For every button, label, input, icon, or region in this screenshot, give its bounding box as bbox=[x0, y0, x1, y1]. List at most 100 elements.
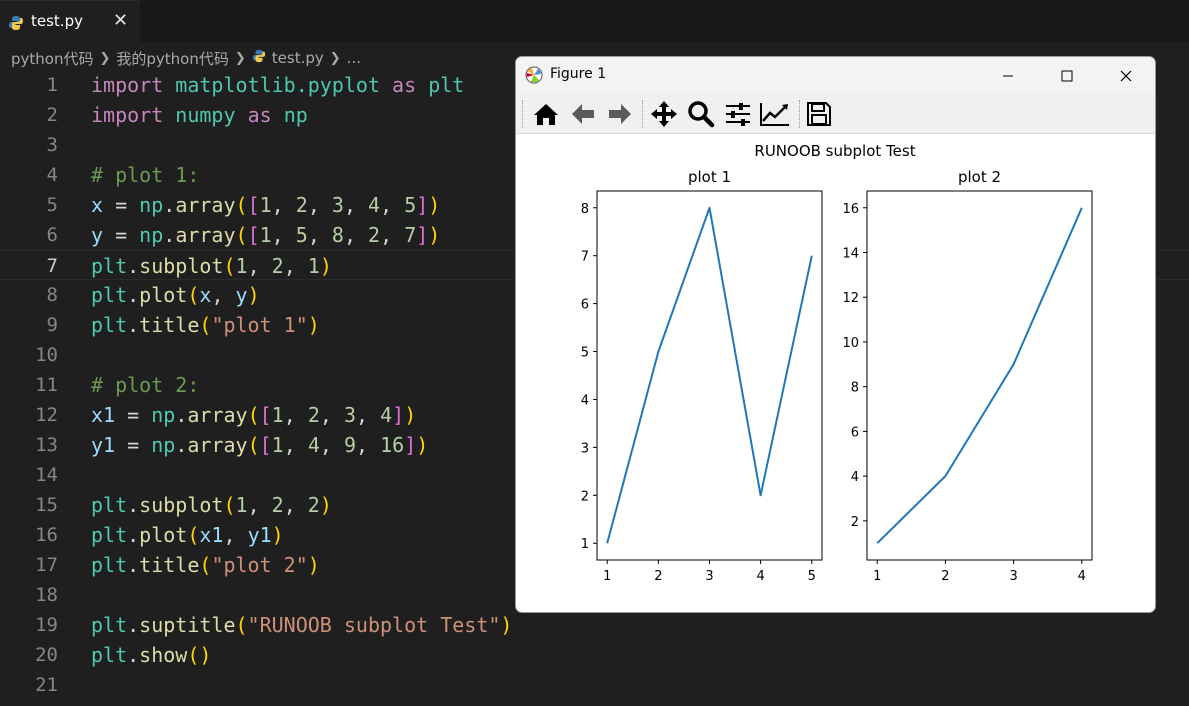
code-line[interactable]: 2 import numpy as np bbox=[0, 100, 1189, 130]
code-line[interactable]: 12 x1 = np.array([1, 2, 3, 4]) bbox=[0, 400, 1189, 430]
code-token: . bbox=[163, 193, 176, 217]
code-token bbox=[380, 73, 392, 97]
code-text[interactable]: # plot 1: bbox=[91, 160, 199, 190]
configure-subplots-button[interactable] bbox=[722, 99, 754, 129]
maximize-button[interactable] bbox=[1044, 57, 1090, 94]
code-token: 1 bbox=[235, 254, 248, 278]
code-text[interactable]: x = np.array([1, 2, 3, 4, 5]) bbox=[91, 190, 440, 220]
edit-axis-button[interactable] bbox=[759, 99, 791, 129]
pan-button[interactable] bbox=[648, 99, 680, 129]
figure-window: Figure 1 bbox=[515, 56, 1156, 613]
code-line[interactable]: 6 y = np.array([1, 5, 8, 2, 7]) bbox=[0, 220, 1189, 250]
code-line[interactable]: 15 plt.subplot(1, 2, 2) bbox=[0, 490, 1189, 520]
code-token: [ bbox=[247, 193, 260, 217]
code-line[interactable]: 14 bbox=[0, 460, 1189, 490]
code-token: x bbox=[199, 283, 212, 307]
code-token: 1 bbox=[271, 403, 284, 427]
code-line[interactable]: 21 bbox=[0, 670, 1189, 700]
zoom-button[interactable] bbox=[685, 99, 717, 129]
code-token: , bbox=[319, 433, 344, 457]
code-token: matplotlib.pyplot bbox=[175, 73, 380, 97]
tab-test-py[interactable]: test.py ✕ bbox=[0, 0, 140, 42]
code-token: ) bbox=[500, 613, 513, 637]
code-token: ] bbox=[404, 433, 417, 457]
code-token: , bbox=[283, 403, 308, 427]
home-button[interactable] bbox=[530, 99, 562, 129]
y-tick-label: 14 bbox=[842, 247, 859, 262]
code-text[interactable]: y = np.array([1, 5, 8, 2, 7]) bbox=[91, 220, 440, 250]
code-text[interactable]: plt.title("plot 2") bbox=[91, 550, 320, 580]
code-token: 1 bbox=[259, 193, 272, 217]
code-token: "RUNOOB subplot Test" bbox=[247, 613, 501, 637]
close-button[interactable] bbox=[1103, 57, 1149, 94]
code-line[interactable]: 4 # plot 1: bbox=[0, 160, 1189, 190]
code-token: , bbox=[247, 493, 272, 517]
code-line[interactable]: 11 # plot 2: bbox=[0, 370, 1189, 400]
x-tick-label: 2 bbox=[941, 569, 949, 584]
code-token: np bbox=[151, 433, 176, 457]
figure-canvas[interactable]: RUNOOB subplot Test plot 1 1 2 3 4 5 1 2 3 4 5 6 7 8 pl… bbox=[516, 134, 1155, 612]
x-tick-label: 3 bbox=[1009, 569, 1017, 584]
code-token: plt bbox=[91, 523, 128, 547]
code-line[interactable]: 20 plt.show() bbox=[0, 640, 1189, 670]
code-text[interactable]: plt.suptitle("RUNOOB subplot Test") bbox=[91, 610, 512, 640]
code-line[interactable]: 3 bbox=[0, 130, 1189, 160]
code-token: [ bbox=[247, 223, 260, 247]
x-tick-label: 5 bbox=[808, 569, 816, 584]
breadcrumb-folder-my-python[interactable]: 我的python代码 bbox=[116, 49, 229, 68]
code-line[interactable]: 10 bbox=[0, 340, 1189, 370]
code-text[interactable]: import numpy as np bbox=[91, 100, 308, 130]
code-token: 4 bbox=[380, 403, 393, 427]
code-token: 7 bbox=[404, 223, 417, 247]
code-token: numpy bbox=[175, 103, 236, 127]
forward-button[interactable] bbox=[604, 99, 636, 129]
code-token: plt bbox=[91, 643, 128, 667]
breadcrumb-folder-python[interactable]: python代码 bbox=[11, 49, 94, 68]
code-token: 8 bbox=[331, 223, 344, 247]
code-text[interactable]: x1 = np.array([1, 2, 3, 4]) bbox=[91, 400, 416, 430]
code-token: ( bbox=[235, 613, 248, 637]
code-text[interactable]: plt.show() bbox=[91, 640, 211, 670]
code-text[interactable]: plt.plot(x1, y1) bbox=[91, 520, 284, 550]
code-token: , bbox=[380, 223, 405, 247]
tab-close-icon[interactable]: ✕ bbox=[113, 10, 129, 31]
plot-2-series-line bbox=[876, 207, 1083, 544]
code-line[interactable]: 18 bbox=[0, 580, 1189, 610]
code-line[interactable]: 17 plt.title("plot 2") bbox=[0, 550, 1189, 580]
code-line[interactable]: 19 plt.suptitle("RUNOOB subplot Test") bbox=[0, 610, 1189, 640]
breadcrumb-file[interactable]: test.py bbox=[271, 49, 324, 67]
code-line[interactable]: 16 plt.plot(x1, y1) bbox=[0, 520, 1189, 550]
code-token: , bbox=[343, 193, 369, 217]
code-token bbox=[163, 73, 175, 97]
code-line[interactable]: 8 plt.plot(x, y) bbox=[0, 280, 1189, 310]
minimize-button[interactable] bbox=[985, 57, 1031, 94]
code-line[interactable]: 1 import matplotlib.pyplot as plt bbox=[0, 70, 1189, 100]
code-token: subplot bbox=[139, 493, 224, 517]
line-number: 7 bbox=[46, 255, 58, 277]
code-token: plt bbox=[91, 553, 128, 577]
figure-suptitle: RUNOOB subplot Test bbox=[754, 142, 915, 160]
code-token: ) bbox=[404, 403, 417, 427]
breadcrumb-symbol[interactable]: ... bbox=[346, 49, 361, 67]
code-token: title bbox=[139, 553, 200, 577]
code-token: 2 bbox=[307, 403, 320, 427]
code-text[interactable]: plt.subplot(1, 2, 1) bbox=[91, 251, 332, 281]
line-number: 12 bbox=[35, 404, 58, 426]
code-text[interactable]: plt.plot(x, y) bbox=[91, 280, 260, 310]
code-text[interactable]: plt.title("plot 1") bbox=[91, 310, 320, 340]
code-text[interactable]: # plot 2: bbox=[91, 370, 199, 400]
back-button[interactable] bbox=[567, 99, 599, 129]
code-text[interactable]: y1 = np.array([1, 4, 9, 16]) bbox=[91, 430, 428, 460]
code-token: ( bbox=[223, 254, 236, 278]
code-line[interactable]: 9 plt.title("plot 1") bbox=[0, 310, 1189, 340]
tab-label: test.py bbox=[31, 12, 83, 30]
window-title-bar[interactable]: Figure 1 bbox=[516, 57, 1155, 94]
code-line[interactable]: 13 y1 = np.array([1, 4, 9, 16]) bbox=[0, 430, 1189, 460]
code-text[interactable]: plt.subplot(1, 2, 2) bbox=[91, 490, 332, 520]
code-token: ] bbox=[392, 403, 405, 427]
code-text[interactable]: import matplotlib.pyplot as plt bbox=[91, 70, 464, 100]
save-button[interactable] bbox=[803, 99, 835, 129]
code-token: 2 bbox=[271, 493, 284, 517]
